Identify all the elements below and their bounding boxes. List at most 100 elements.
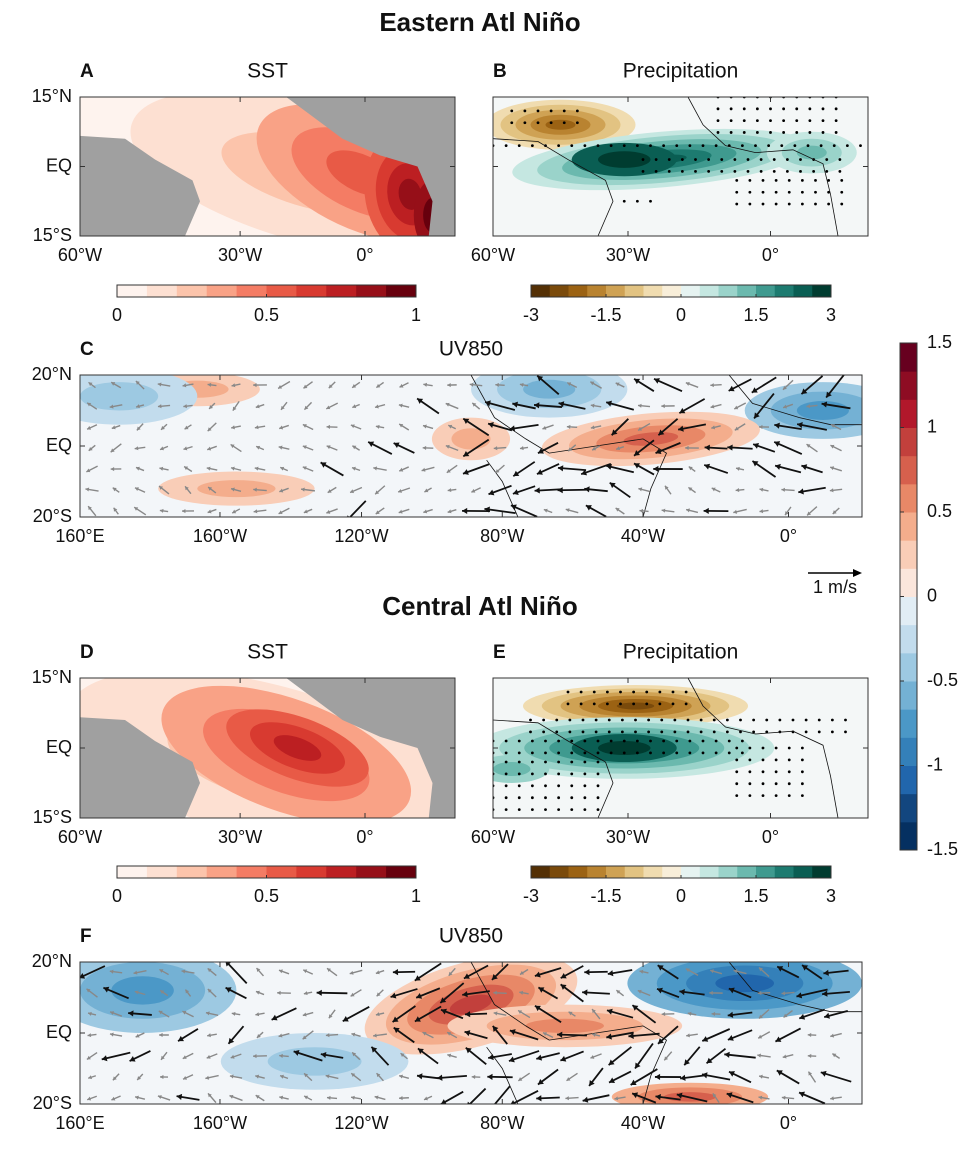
stipple	[825, 170, 828, 173]
stipple	[743, 107, 746, 110]
stipple	[623, 200, 626, 203]
colorbar-bin	[569, 285, 588, 297]
x-tick-label: 160°E	[55, 1113, 104, 1133]
colorbar-bin	[900, 709, 917, 738]
colorbar-bin	[900, 568, 917, 597]
stipple	[636, 144, 639, 147]
stipple	[557, 808, 560, 811]
stipple	[567, 703, 570, 706]
stipple	[748, 747, 751, 750]
stipple	[827, 203, 830, 206]
panel-title: SST	[247, 60, 288, 83]
stipple	[544, 773, 547, 776]
stipple	[702, 740, 705, 743]
section-title: Central Atl Niño	[382, 591, 577, 621]
colorbar-bin	[794, 285, 813, 297]
stipple	[518, 784, 521, 787]
x-tick-label: 0°	[356, 245, 373, 265]
stipple	[568, 731, 571, 734]
stipple	[523, 110, 526, 113]
stipple	[694, 170, 697, 173]
colorbar-bin	[681, 866, 700, 878]
stipple	[570, 144, 573, 147]
stipple	[792, 719, 795, 722]
stipple	[580, 703, 583, 706]
stipple	[505, 740, 508, 743]
colorbar-tick-label: 0	[112, 886, 122, 906]
colorbar-bin	[900, 399, 917, 428]
stipple	[741, 740, 744, 743]
stipple	[563, 121, 566, 124]
stipple	[518, 796, 521, 799]
stipple	[557, 761, 560, 764]
colorbar-bin	[296, 866, 326, 878]
colorbar-bin	[775, 285, 794, 297]
colorbar-bin	[326, 866, 356, 878]
colorbar-bin	[207, 285, 237, 297]
colorbar-bin	[356, 285, 386, 297]
colorbar-bin	[775, 866, 794, 878]
stipple	[786, 158, 789, 161]
stipple	[752, 719, 755, 722]
stipple	[730, 119, 733, 122]
stipple	[505, 808, 508, 811]
stipple	[788, 770, 791, 773]
stipple	[505, 773, 508, 776]
y-tick-label: 20°N	[32, 364, 72, 384]
stipple	[518, 740, 521, 743]
stipple	[570, 761, 573, 764]
stipple	[735, 203, 738, 206]
stipple	[795, 107, 798, 110]
stipple	[743, 119, 746, 122]
colorbar-bin	[756, 285, 775, 297]
stipple	[707, 158, 710, 161]
colorbar-tick-label: 0	[676, 305, 686, 325]
stipple	[778, 719, 781, 722]
y-tick-label: 20°S	[33, 1093, 72, 1113]
stipple	[733, 170, 736, 173]
stipple	[649, 200, 652, 203]
x-tick-label: 0°	[356, 827, 373, 847]
stipple	[762, 203, 765, 206]
panel-letter: D	[80, 642, 94, 663]
stipple	[583, 773, 586, 776]
stipple	[775, 759, 778, 762]
colorbar-bin	[737, 866, 756, 878]
stipple	[808, 119, 811, 122]
stipple	[582, 731, 585, 734]
x-tick-label: 120°W	[334, 1113, 388, 1133]
stipple	[649, 740, 652, 743]
stipple	[623, 144, 626, 147]
stipple	[647, 719, 650, 722]
colorbar-tick-label: 0.5	[254, 305, 279, 325]
stipple	[762, 794, 765, 797]
colorbar-bin	[267, 866, 297, 878]
colorbar-bin	[177, 866, 207, 878]
colorbar-bin	[587, 285, 606, 297]
stipple	[632, 691, 635, 694]
section-title: Eastern Atl Niño	[379, 7, 580, 37]
stipple	[735, 782, 738, 785]
panel-title: UV850	[439, 925, 503, 948]
stipple	[735, 794, 738, 797]
contour-fill	[526, 1019, 604, 1033]
stipple	[717, 131, 720, 134]
map	[474, 678, 868, 818]
stipple	[775, 179, 778, 182]
stipple	[756, 107, 759, 110]
stipple	[642, 158, 645, 161]
stipple	[835, 107, 838, 110]
stipple	[720, 170, 723, 173]
stipple	[688, 752, 691, 755]
stipple	[717, 107, 720, 110]
stipple	[822, 119, 825, 122]
stipple	[595, 719, 598, 722]
stipple	[542, 719, 545, 722]
stipple	[518, 773, 521, 776]
stipple	[570, 796, 573, 799]
stipple	[707, 170, 710, 173]
colorbar-bin	[900, 794, 917, 823]
stipple	[748, 191, 751, 194]
stipple	[702, 144, 705, 147]
